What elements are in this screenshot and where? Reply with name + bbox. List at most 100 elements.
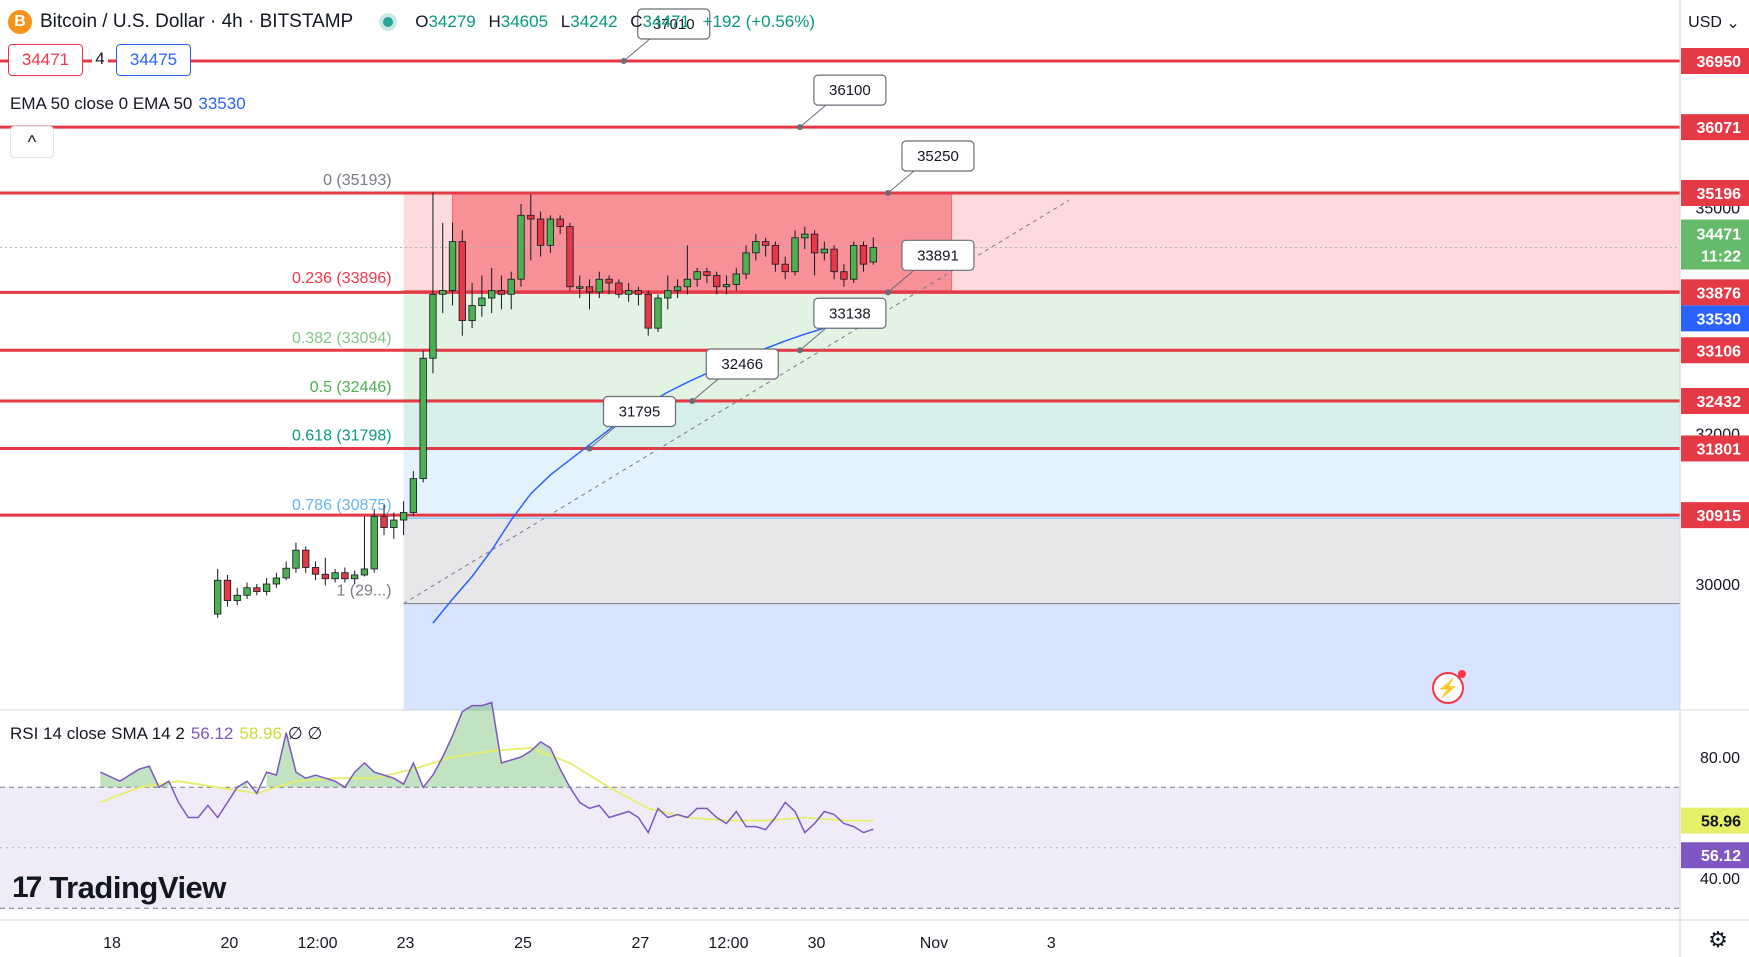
candle-down	[840, 271, 848, 280]
candle-up	[331, 572, 339, 580]
tradingview-logo[interactable]: 17 TradingView	[12, 870, 226, 905]
fib-band	[403, 448, 1680, 519]
candle-up	[439, 290, 447, 295]
candle-up	[409, 478, 418, 513]
candle-up	[742, 252, 750, 275]
callout-box	[813, 74, 887, 106]
candle-up	[850, 244, 858, 280]
bitcoin-icon[interactable]: B	[8, 10, 32, 34]
ema-value: 33530	[198, 94, 246, 113]
callout-label: 36100	[829, 82, 871, 99]
fib-level-label: 0.618 (31798)	[292, 428, 392, 445]
change-value: +192 (+0.56%)	[702, 12, 816, 31]
candle-down	[634, 290, 643, 295]
collapse-indicators-button[interactable]: ^	[10, 126, 54, 158]
candle-up	[419, 357, 427, 480]
time-tick-label: 30	[808, 935, 826, 952]
callout-label: 33891	[917, 247, 959, 264]
callout-pointer	[887, 170, 915, 194]
candle-up	[488, 290, 496, 299]
callout-pointer	[799, 327, 827, 351]
candle-up	[595, 278, 603, 293]
level-price-tag-label: 36950	[1697, 54, 1742, 71]
callout-anchor	[689, 397, 696, 404]
candle-up	[722, 284, 731, 288]
market-open-indicator	[383, 17, 394, 27]
symbol-title[interactable]: Bitcoin / U.S. Dollar · 4h · BITSTAMP	[40, 11, 354, 32]
candle-down	[810, 233, 819, 254]
rsi-tick-label: 80.00	[1700, 750, 1740, 767]
candle-up	[791, 237, 799, 273]
time-tick-label: 23	[397, 935, 415, 952]
candle-down	[566, 226, 574, 288]
rsi-sma-tag-label: 58.96	[1701, 814, 1741, 831]
candle-up	[243, 587, 251, 596]
gear-icon[interactable]: ⚙	[1708, 927, 1728, 952]
lightning-icon[interactable]: ⚡	[1432, 670, 1466, 704]
callout-label: 31795	[619, 403, 661, 420]
candle-down	[341, 572, 349, 580]
callout-box	[813, 297, 887, 329]
candle-up	[801, 233, 809, 239]
level-price-tag	[1681, 435, 1749, 462]
candle-down	[311, 567, 320, 575]
candle-up	[360, 568, 369, 576]
candle-down	[703, 271, 711, 276]
price-tick-label: 30000	[1696, 577, 1741, 594]
candle-up	[546, 218, 555, 246]
rsi-sma-line	[99, 746, 874, 822]
candle-down	[497, 290, 506, 295]
candle-up	[869, 247, 877, 263]
candle-down	[644, 293, 652, 329]
candle-up	[370, 515, 378, 570]
countdown-value: 11:22	[1701, 249, 1741, 266]
ema-indicator-legend[interactable]: EMA 50 close 0 EMA 50 33530	[10, 94, 246, 113]
callout-pointer	[589, 426, 616, 449]
currency-selector[interactable]: USD ⌄	[1688, 14, 1740, 32]
fib-level-label: 0 (35193)	[323, 172, 392, 189]
candle-up	[820, 248, 828, 254]
sell-button[interactable]: 34471	[8, 44, 83, 76]
candle-up	[272, 577, 281, 585]
candle-up	[262, 583, 271, 592]
rsi-value: 56.12	[190, 724, 234, 743]
callout-anchor	[586, 445, 593, 452]
ema-price-tag-label: 33530	[1697, 311, 1742, 328]
fib-band	[403, 193, 1680, 291]
level-price-tag	[1681, 114, 1749, 141]
fib-band	[403, 290, 1680, 352]
candle-down	[380, 515, 388, 528]
resistance-zone	[452, 192, 953, 293]
callout-pointer	[887, 269, 915, 293]
callout-label: 33138	[829, 305, 871, 322]
rsi-indicator-legend[interactable]: RSI 14 close SMA 14 2 56.12 58.96 ∅ ∅	[10, 724, 323, 743]
fib-level-label: 0.5 (32446)	[310, 379, 392, 396]
candle-down	[615, 282, 623, 295]
candle-down	[781, 263, 789, 273]
candle-down	[761, 241, 770, 246]
callout-label: 37010	[653, 16, 695, 33]
candle-up	[507, 278, 515, 295]
candle-up	[664, 290, 672, 299]
candle-up	[233, 594, 241, 601]
candle-down	[223, 579, 232, 601]
fib-band	[403, 518, 1680, 604]
callout-anchor	[884, 289, 891, 296]
callout-pointer	[691, 378, 719, 402]
level-price-tag-label: 32432	[1697, 394, 1742, 411]
high-value: 34605	[500, 12, 549, 31]
candle-up	[478, 297, 486, 306]
candle-down	[771, 244, 780, 265]
callout-anchor	[796, 347, 803, 354]
callout-anchor	[620, 58, 627, 64]
level-price-tag	[1681, 387, 1749, 414]
callout-box	[705, 348, 779, 380]
open-value: 34279	[428, 12, 476, 31]
candle-down	[605, 278, 613, 284]
candle-up	[351, 574, 359, 580]
callout-box	[602, 395, 677, 428]
rsi-value-tag-label: 56.12	[1701, 848, 1741, 865]
buy-button[interactable]: 34475	[116, 44, 191, 76]
level-price-tag	[1681, 48, 1749, 74]
